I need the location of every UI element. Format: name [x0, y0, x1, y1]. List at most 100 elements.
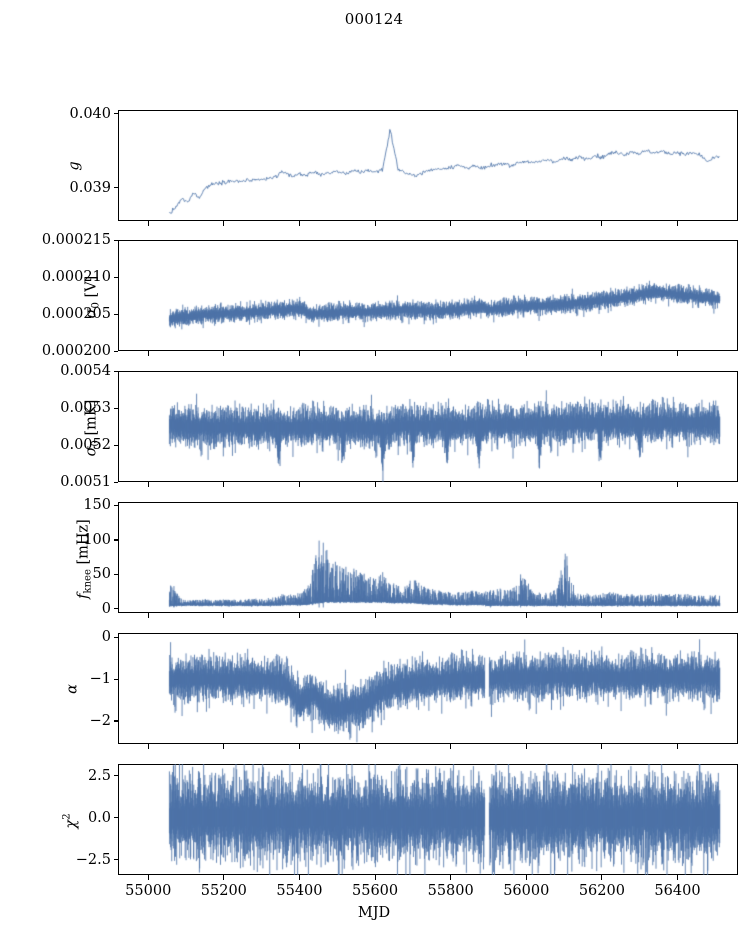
x-tick-label: 55600 [351, 883, 399, 899]
y-tick-label: 0 [101, 600, 111, 617]
panel-chi2-plot [118, 764, 738, 875]
panel-alpha-plot [118, 633, 738, 744]
y-tick-label: 0.0054 [60, 362, 111, 379]
panel-g [118, 110, 738, 221]
x-tick-mark [298, 482, 300, 487]
x-tick-mark [374, 875, 376, 880]
x-tick-label: 56400 [654, 883, 701, 899]
x-tick-mark [676, 613, 679, 618]
y-tick-mark [113, 313, 118, 315]
y-tick-mark [113, 573, 118, 575]
x-axis-label: MJD [357, 905, 391, 921]
y-tick-label: 0.0051 [60, 473, 111, 490]
x-tick-mark [298, 351, 300, 356]
figure-title: 000124 [344, 10, 404, 28]
y-tick-mark [113, 239, 118, 241]
y-tick-mark [113, 720, 118, 722]
panel-g-plot [118, 110, 738, 221]
x-tick-mark [525, 744, 527, 749]
x-tick-mark [676, 482, 679, 487]
x-tick-mark [223, 351, 225, 356]
y-tick-label: 100 [83, 531, 111, 548]
x-tick-mark [676, 875, 679, 880]
y-tick-mark [113, 481, 118, 483]
panel-g-ylabel: g [66, 160, 82, 171]
y-tick-label: 0.040 [69, 105, 111, 122]
y-tick-label: 0.0052 [60, 436, 111, 453]
x-tick-mark [298, 613, 300, 618]
y-tick-label: −2.5 [75, 851, 111, 868]
x-tick-mark [676, 351, 679, 356]
y-tick-label: 0.0053 [60, 399, 111, 416]
x-tick-mark [601, 221, 603, 226]
x-tick-mark [450, 351, 452, 356]
x-tick-mark [374, 744, 376, 749]
x-tick-mark [601, 482, 603, 487]
x-tick-mark [147, 221, 149, 226]
x-tick-mark [450, 744, 452, 749]
x-tick-mark [223, 482, 225, 487]
x-tick-mark [374, 351, 376, 356]
x-tick-mark [147, 613, 149, 618]
x-tick-mark [147, 875, 149, 880]
y-tick-mark [113, 504, 118, 507]
panel-sigma0-mk [118, 371, 738, 482]
x-tick-mark [525, 875, 527, 880]
x-tick-mark [298, 744, 300, 749]
panel-chi2 [118, 764, 738, 875]
x-tick-mark [525, 482, 527, 487]
y-tick-label: 0.0 [87, 809, 111, 826]
panel-sigma0-v-ylabel: σ0 [V] [83, 275, 101, 318]
x-tick-mark [676, 221, 679, 226]
y-tick-label: 150 [83, 497, 111, 514]
x-tick-label: 55800 [427, 883, 474, 899]
x-tick-mark [450, 221, 452, 226]
y-tick-label: −2 [89, 712, 111, 729]
x-tick-mark [223, 744, 225, 749]
y-tick-mark [113, 113, 118, 115]
x-tick-mark [601, 351, 603, 356]
x-tick-mark [525, 351, 527, 356]
x-tick-label: 55200 [200, 883, 247, 899]
y-tick-label: 0.000210 [41, 268, 111, 285]
x-tick-mark [147, 351, 149, 356]
y-tick-mark [113, 817, 118, 819]
x-tick-mark [223, 875, 225, 880]
panel-sigma0-mk-ylabel: σ0 [mK] [83, 399, 101, 456]
panel-fknee-plot [118, 502, 738, 613]
panel-sigma0-v [118, 240, 738, 351]
y-tick-mark [113, 276, 118, 278]
y-tick-label: 50 [92, 566, 111, 583]
y-tick-mark [113, 370, 118, 372]
x-tick-mark [223, 221, 225, 226]
x-tick-label: 56000 [503, 883, 550, 899]
y-tick-label: 0.000205 [41, 305, 111, 322]
x-tick-mark [601, 875, 603, 880]
y-tick-mark [113, 775, 118, 777]
y-tick-mark [113, 539, 118, 541]
x-tick-label: 55400 [276, 883, 323, 899]
x-tick-mark [676, 744, 679, 749]
y-tick-label: 0.039 [69, 179, 111, 196]
panel-fknee-ylabel: fknee [mHz] [75, 518, 93, 599]
panel-sigma0-v-plot [118, 240, 738, 351]
panel-sigma0-mk-plot [118, 371, 738, 482]
y-tick-label: 0 [101, 628, 111, 645]
y-tick-mark [113, 350, 118, 352]
x-tick-mark [298, 221, 300, 226]
x-tick-label: 55000 [125, 883, 172, 899]
panel-fknee [118, 502, 738, 613]
x-tick-mark [601, 613, 603, 618]
y-tick-mark [113, 444, 118, 446]
x-tick-mark [601, 744, 603, 749]
y-tick-mark [113, 187, 118, 189]
x-tick-mark [525, 613, 527, 618]
x-tick-mark [147, 482, 149, 487]
y-tick-label: 0.000215 [41, 231, 111, 248]
y-tick-mark [113, 608, 118, 610]
x-tick-labels: 55000 55200 55400 55600 55800 56000 56200 56400 [0, 883, 748, 923]
y-tick-label: −1 [89, 670, 111, 687]
y-tick-mark [113, 859, 118, 861]
x-tick-mark [223, 613, 225, 618]
